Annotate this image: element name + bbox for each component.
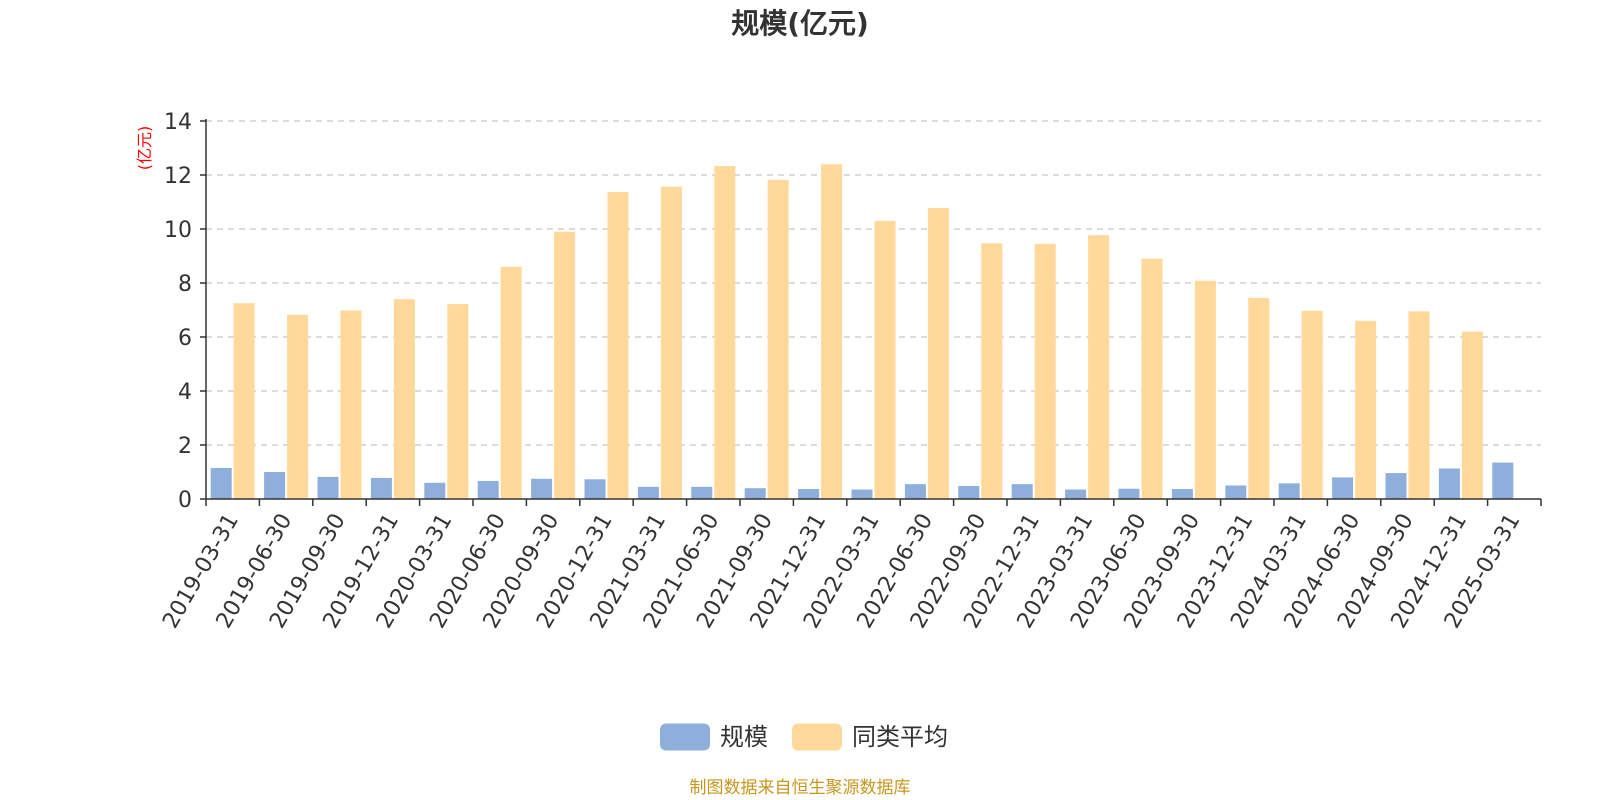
bar-peer-average[interactable] [1301,310,1323,499]
legend-label: 同类平均 [852,723,948,751]
bar-scale[interactable] [264,472,286,499]
bar-peer-average[interactable] [927,207,949,499]
bar-peer-average[interactable] [554,231,576,499]
bar-scale[interactable] [210,467,232,499]
bar-peer-average[interactable] [1355,320,1377,499]
y-axis-label: (亿元) [135,126,154,171]
bar-peer-average[interactable] [1248,297,1270,499]
bars [210,164,1514,500]
bar-peer-average[interactable] [233,303,255,499]
y-tick-label: 8 [178,272,192,297]
source-note: 制图数据来自恒生聚源数据库 [690,778,911,798]
bar-peer-average[interactable] [1408,311,1430,499]
bar-scale[interactable] [317,476,339,499]
bar-peer-average[interactable] [660,186,682,500]
bar-scale[interactable] [744,488,766,499]
bar-scale[interactable] [531,478,553,499]
bar-peer-average[interactable] [500,266,522,499]
bar-scale[interactable] [798,489,820,499]
bar-scale[interactable] [1385,473,1407,499]
bar-scale[interactable] [1278,483,1300,499]
bar-scale[interactable] [584,479,606,499]
bar-peer-average[interactable] [340,310,362,499]
bar-peer-average[interactable] [767,179,789,500]
bar-peer-average[interactable] [714,166,736,499]
y-tick-label: 4 [178,380,192,405]
bar-scale[interactable] [1225,485,1247,500]
y-tick-label: 2 [178,434,192,459]
bar-scale[interactable] [477,480,499,499]
bar-scale[interactable] [1065,489,1087,499]
bar-scale[interactable] [958,486,980,499]
bar-peer-average[interactable] [874,220,896,499]
bar-peer-average[interactable] [1034,243,1056,499]
bar-peer-average[interactable] [393,299,415,499]
axes: 024681012142019-03-312019-06-302019-09-3… [158,110,1542,633]
bar-peer-average[interactable] [821,164,843,499]
legend-swatch [792,723,842,751]
bar-scale[interactable] [851,489,873,499]
bar-scale[interactable] [1332,477,1354,499]
y-tick-label: 12 [164,164,192,189]
chart-title: 规模(亿元) [731,7,869,40]
bar-scale[interactable] [1011,484,1033,499]
y-tick-label: 14 [164,110,192,135]
bar-peer-average[interactable] [447,304,469,499]
bar-peer-average[interactable] [607,192,629,499]
bar-peer-average[interactable] [1194,280,1216,499]
y-tick-label: 0 [178,488,192,513]
bar-peer-average[interactable] [287,314,309,499]
legend-item[interactable]: 规模 [660,723,768,751]
bar-scale[interactable] [1492,462,1514,499]
bar-scale[interactable] [1171,489,1193,499]
bar-scale[interactable] [637,486,659,499]
bar-peer-average[interactable] [1141,258,1163,499]
bar-scale[interactable] [370,477,392,499]
bar-peer-average[interactable] [1088,235,1110,499]
legend-label: 规模 [720,723,768,751]
legend-item[interactable]: 同类平均 [792,723,948,751]
bar-scale[interactable] [1118,488,1140,499]
legend[interactable]: 规模 同类平均 [660,723,948,751]
bar-peer-average[interactable] [1461,331,1483,499]
y-tick-label: 6 [178,326,192,351]
bar-scale[interactable] [691,486,713,499]
bar-peer-average[interactable] [981,243,1003,499]
legend-swatch [660,723,710,751]
bar-scale[interactable] [424,482,446,499]
bar-scale[interactable] [904,484,926,499]
y-tick-label: 10 [164,218,192,243]
bar-scale[interactable] [1438,468,1460,499]
